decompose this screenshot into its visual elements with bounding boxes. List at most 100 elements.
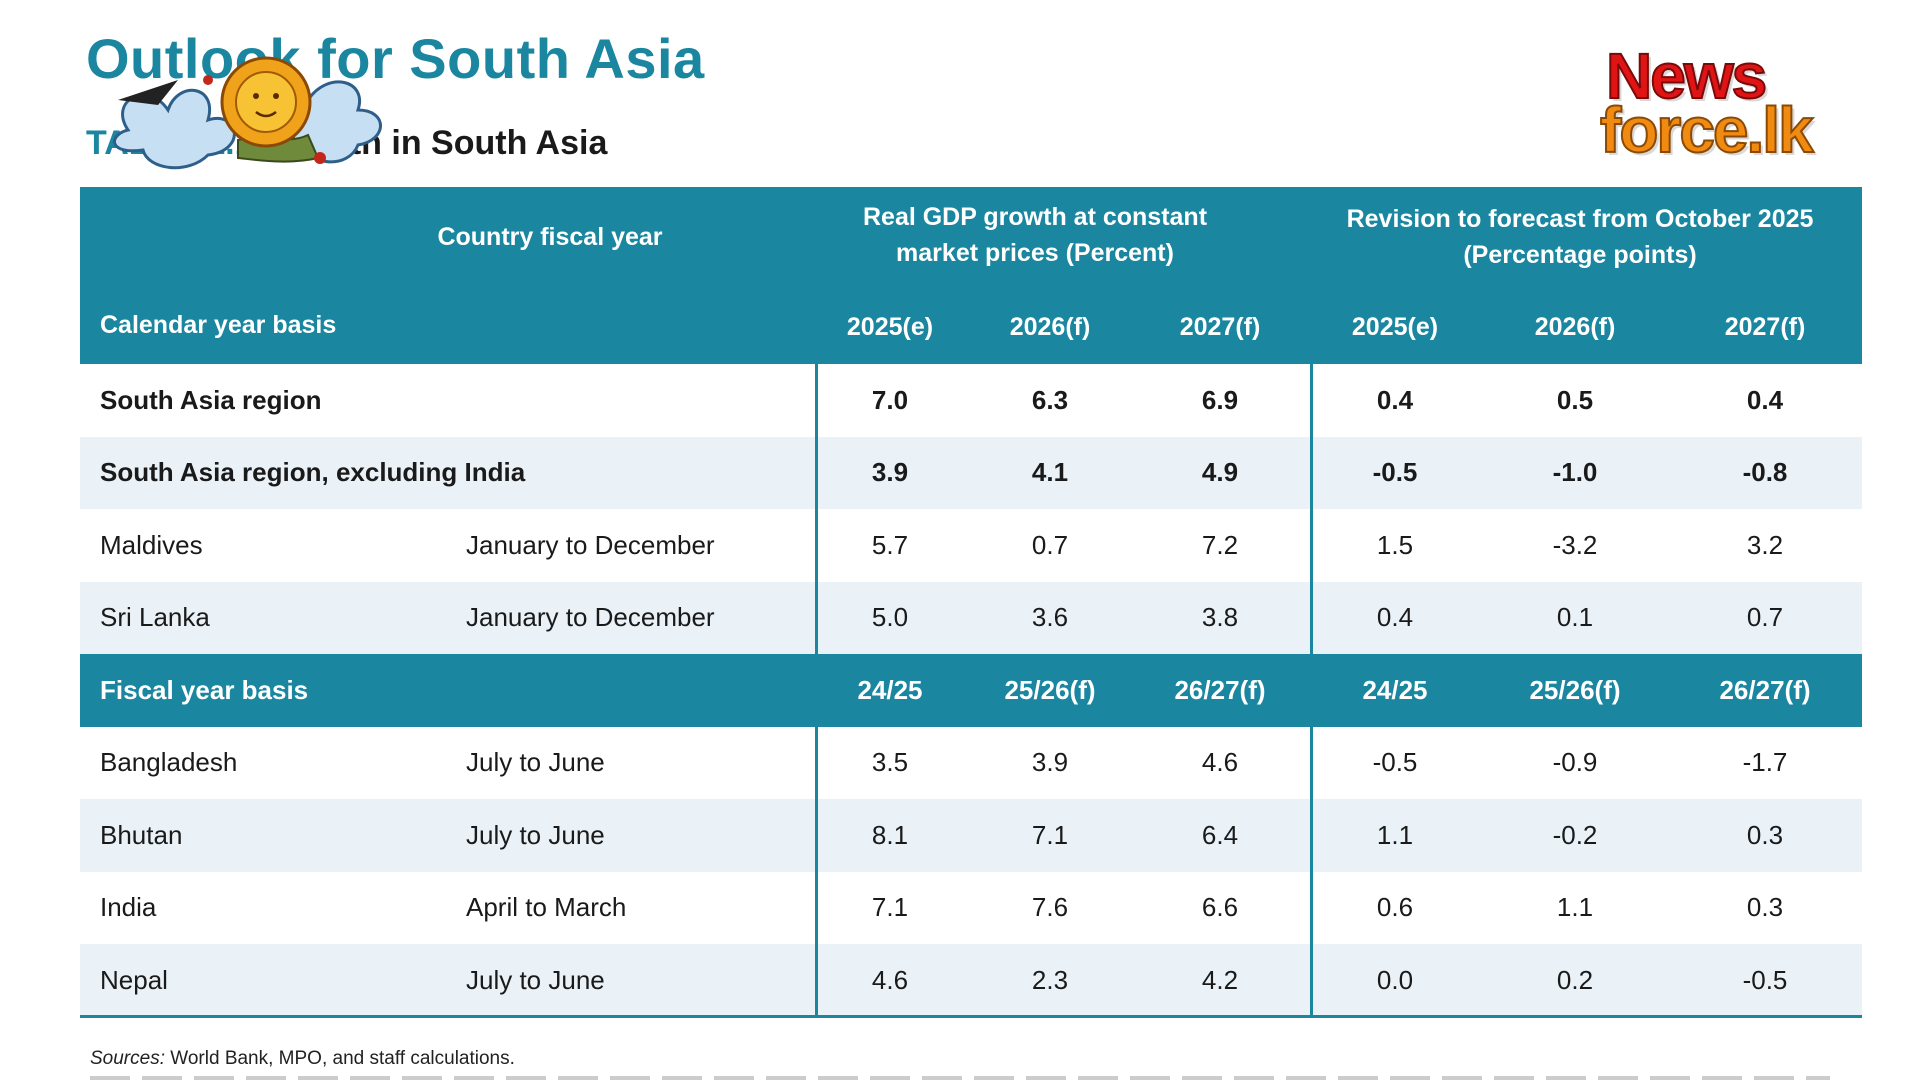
row-fiscal-year: July to June [466, 964, 605, 995]
row-fiscal-year: January to December [466, 602, 715, 633]
band-year: 26/27(f) [1719, 674, 1811, 705]
row-value: 0.3 [1746, 819, 1784, 850]
row-country: South Asia region [100, 384, 322, 415]
row-value: 0.4 [1376, 384, 1414, 415]
band-label: Fiscal year basis [100, 674, 309, 705]
row-value: 0.7 [1746, 602, 1784, 633]
row-country: India [100, 892, 157, 923]
header-year: 2025(e) [846, 313, 934, 341]
cut-off-footnote [90, 1076, 1830, 1080]
sources-text: World Bank, MPO, and staff calculations. [170, 1048, 515, 1069]
row-value: 7.2 [1201, 529, 1239, 560]
row-value: 4.9 [1201, 457, 1239, 488]
header-year: 2025(e) [1351, 313, 1439, 341]
row-value: 6.3 [1031, 384, 1069, 415]
header-gdp-group: Real GDP growth at constant market price… [862, 203, 1208, 268]
row-value: 4.1 [1031, 457, 1069, 488]
row-value: 0.0 [1376, 964, 1414, 995]
table-row: Maldives January to December 5.7 0.7 7.2… [80, 509, 1862, 582]
row-fiscal-year: April to March [466, 892, 627, 923]
table-header: Country fiscal year Real GDP growth at c… [80, 187, 1862, 364]
row-value: 6.4 [1201, 819, 1239, 850]
row-value: 3.5 [871, 747, 909, 778]
row-value: -0.5 [1372, 457, 1418, 488]
row-value: 7.0 [871, 384, 909, 415]
row-value: -3.2 [1552, 529, 1598, 560]
sources-note: Sources: World Bank, MPO, and staff calc… [90, 1048, 515, 1070]
table-row: Bangladesh July to June 3.5 3.9 4.6 -0.5… [80, 727, 1862, 800]
row-value: 3.2 [1746, 529, 1784, 560]
row-fiscal-year: January to December [466, 529, 715, 560]
row-value: 0.4 [1376, 602, 1414, 633]
row-value: 7.1 [871, 892, 909, 923]
row-value: -0.5 [1372, 747, 1418, 778]
logo-line-force: force.lk [1599, 94, 1815, 166]
row-country: Bhutan [100, 819, 183, 850]
column-divider [815, 364, 818, 1017]
row-value: -0.8 [1742, 457, 1788, 488]
row-value: 6.9 [1201, 384, 1239, 415]
newsforce-logo: News force.lk [1599, 40, 1840, 166]
row-value: 0.3 [1746, 892, 1784, 923]
row-value: 0.5 [1556, 384, 1594, 415]
table-row: South Asia region 7.0 6.3 6.9 0.4 0.5 0.… [80, 364, 1862, 437]
row-value: -1.0 [1552, 457, 1598, 488]
header-year: 2027(f) [1179, 313, 1261, 341]
header-country-fiscal-year: Country fiscal year [437, 223, 663, 251]
header-calendar-year-basis: Calendar year basis [100, 311, 337, 339]
sun-emblem-icon [113, 56, 382, 170]
header-year: 2026(f) [1534, 313, 1616, 341]
row-value: 8.1 [871, 819, 909, 850]
row-value: 7.1 [1031, 819, 1069, 850]
row-fiscal-year: July to June [466, 747, 605, 778]
band-year: 24/25 [857, 674, 923, 705]
row-value: 2.3 [1031, 964, 1069, 995]
row-fiscal-year: July to June [466, 819, 605, 850]
row-country: Nepal [100, 964, 168, 995]
page-title: Outlook for South Asia [86, 27, 705, 90]
row-value: 4.6 [871, 964, 909, 995]
row-value: -0.9 [1552, 747, 1598, 778]
band-year: 26/27(f) [1174, 674, 1266, 705]
row-country: Maldives [100, 529, 203, 560]
row-value: 5.7 [871, 529, 909, 560]
row-value: 1.1 [1556, 892, 1594, 923]
table-bottom-rule [80, 1015, 1862, 1018]
row-value: 0.6 [1376, 892, 1414, 923]
band-year: 24/25 [1362, 674, 1428, 705]
table-row: South Asia region, excluding India 3.9 4… [80, 436, 1862, 509]
band-year: 25/26(f) [1529, 674, 1621, 705]
row-value: 3.6 [1031, 602, 1069, 633]
header-year: 2026(f) [1009, 313, 1091, 341]
header-revision-group: Revision to forecast from October 2025 (… [1346, 205, 1814, 270]
row-value: 3.8 [1201, 602, 1239, 633]
row-value: 3.9 [1031, 747, 1069, 778]
band-year: 25/26(f) [1004, 674, 1096, 705]
row-value: -0.5 [1742, 964, 1788, 995]
sources-label: Sources: [90, 1048, 165, 1069]
logo-line-news: News [1605, 40, 1768, 112]
table-row: Sri Lanka January to December 5.0 3.6 3.… [80, 581, 1862, 654]
table-row: Nepal July to June 4.6 2.3 4.2 0.0 0.2 -… [80, 944, 1862, 1017]
table-row: India April to March 7.1 7.6 6.6 0.6 1.1… [80, 872, 1862, 945]
header-year: 2027(f) [1724, 313, 1806, 341]
row-value: 3.9 [871, 457, 909, 488]
row-value: -1.7 [1742, 747, 1788, 778]
fiscal-year-band: Fiscal year basis 24/25 25/26(f) 26/27(f… [80, 654, 1862, 727]
row-value: 4.6 [1201, 747, 1239, 778]
row-value: 1.5 [1376, 529, 1414, 560]
row-value: 5.0 [871, 602, 909, 633]
row-value: 0.2 [1556, 964, 1594, 995]
column-divider [1310, 364, 1313, 1017]
row-value: 6.6 [1201, 892, 1239, 923]
row-value: 1.1 [1376, 819, 1414, 850]
row-value: -0.2 [1552, 819, 1598, 850]
row-country: South Asia region, excluding India [100, 457, 526, 488]
row-value: 0.7 [1031, 529, 1069, 560]
row-value: 0.4 [1746, 384, 1784, 415]
table-row: Bhutan July to June 8.1 7.1 6.4 1.1 -0.2… [80, 799, 1862, 872]
row-value: 4.2 [1201, 964, 1239, 995]
row-value: 0.1 [1556, 602, 1594, 633]
row-country: Sri Lanka [100, 602, 210, 633]
row-country: Bangladesh [100, 747, 238, 778]
